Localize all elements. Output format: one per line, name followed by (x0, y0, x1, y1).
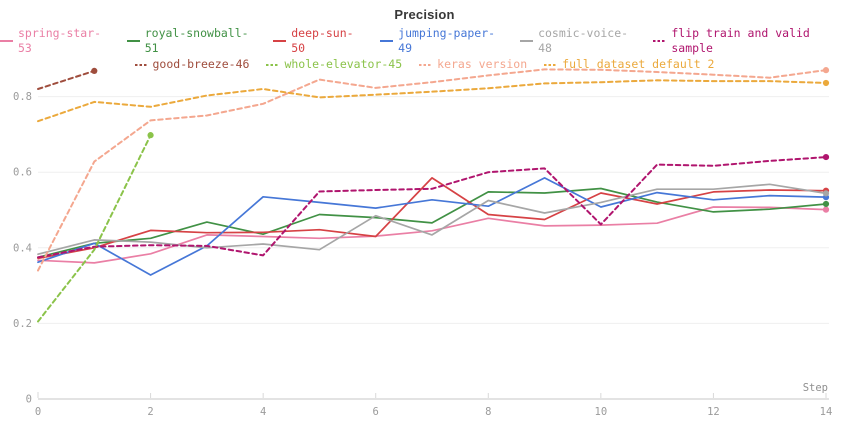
x-tick-label-14: 14 (820, 406, 833, 418)
legend-item-full-dataset-default-2[interactable]: full dataset default 2 (544, 57, 714, 72)
legend-item-label: flip train and valid sample (671, 26, 810, 55)
legend-item-label: spring-star-53 (18, 26, 102, 55)
legend-item-jumping-paper-49[interactable]: jumping-paper-49 (380, 26, 503, 56)
dashed-line-swatch (134, 63, 148, 66)
legend-item-label: keras version (437, 57, 528, 71)
y-tick-label-0.8: 0.8 (13, 91, 32, 103)
x-tick-label-0: 0 (35, 406, 41, 418)
x-tick-label-12: 12 (707, 406, 720, 418)
series-line-full-dataset-default-2 (37, 79, 827, 123)
solid-line-swatch (380, 40, 394, 42)
legend-item-whole-elevator-45[interactable]: whole-elevator-45 (266, 57, 402, 72)
dashed-line-swatch (266, 63, 280, 66)
series-line-flip-train-and-valid-sample (37, 156, 827, 259)
series-endpoint-cosmic-voice-48 (822, 190, 830, 197)
legend-item-label: royal-snowball-51 (144, 26, 249, 55)
series-endpoint-flip-train-and-valid-sample (822, 153, 830, 161)
series-endpoint-keras-version (822, 67, 830, 74)
series-line-spring-star-53 (37, 206, 827, 264)
legend-item-label: good-breeze-46 (152, 57, 250, 71)
legend-item-flip-train-and-valid-sample[interactable]: flip train and valid sample (653, 26, 849, 56)
legend-item-deep-sun-50[interactable]: deep-sun-50 (273, 26, 363, 56)
chart-title: Precision (394, 7, 455, 22)
x-axis-title: Step (803, 382, 828, 394)
legend-item-label: jumping-paper-49 (398, 26, 496, 55)
series-line-keras-version (37, 68, 827, 272)
legend-item-label: deep-sun-50 (291, 26, 354, 55)
series-line-deep-sun-50 (37, 177, 827, 260)
y-tick-label-0.4: 0.4 (13, 242, 32, 254)
legend-row-2: good-breeze-46 whole-elevator-45 keras ver… (134, 57, 714, 72)
series-line-jumping-paper-49 (37, 177, 827, 276)
series-line-royal-snowball-51 (37, 187, 827, 259)
y-tick-label-0: 0 (26, 394, 32, 406)
x-tick-label-2: 2 (147, 406, 153, 418)
solid-line-swatch (0, 40, 13, 42)
legend-item-cosmic-voice-48[interactable]: cosmic-voice-48 (520, 26, 636, 56)
y-tick-label-0.2: 0.2 (13, 318, 32, 330)
series-endpoint-spring-star-53 (822, 206, 830, 213)
dashed-line-swatch (653, 40, 667, 42)
x-tick-label-4: 4 (260, 406, 266, 418)
series-line-cosmic-voice-48 (37, 183, 827, 256)
legend-item-keras-version[interactable]: keras version (419, 57, 527, 72)
solid-line-swatch (126, 40, 140, 42)
dashed-line-swatch (544, 63, 558, 66)
legend-item-label: whole-elevator-45 (284, 57, 403, 71)
legend-row-1: spring-star-53 royal-snowball-51 deep-sun-… (0, 26, 849, 56)
dashed-line-swatch (419, 63, 433, 66)
series-endpoint-full-dataset-default-2 (822, 79, 830, 87)
legend-item-royal-snowball-51[interactable]: royal-snowball-51 (126, 26, 257, 56)
series-endpoint-royal-snowball-51 (822, 200, 830, 208)
legend-item-label: full dataset default 2 (562, 57, 715, 71)
x-tick-label-6: 6 (373, 406, 379, 418)
series-endpoint-good-breeze-46 (91, 67, 98, 74)
solid-line-swatch (520, 40, 534, 42)
solid-line-swatch (273, 40, 287, 42)
y-tick-label-0.6: 0.6 (13, 167, 32, 179)
chart-legend: spring-star-53 royal-snowball-51 deep-sun-… (0, 26, 849, 72)
series-line-whole-elevator-45 (37, 134, 152, 323)
series-line-good-breeze-46 (37, 69, 96, 90)
series-endpoint-whole-elevator-45 (147, 132, 154, 139)
legend-item-good-breeze-46[interactable]: good-breeze-46 (134, 57, 250, 72)
legend-item-spring-star-53[interactable]: spring-star-53 (0, 26, 110, 56)
legend-item-label: cosmic-voice-48 (538, 26, 629, 55)
x-tick-label-8: 8 (485, 406, 491, 418)
x-tick-label-10: 10 (595, 406, 608, 418)
